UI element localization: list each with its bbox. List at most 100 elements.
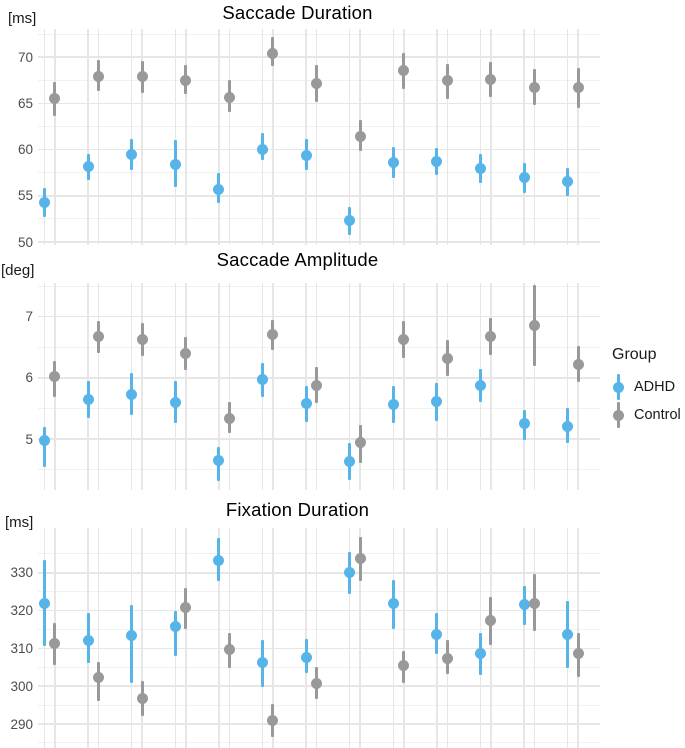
legend-label-control: Control bbox=[634, 407, 681, 423]
data-point-control bbox=[93, 71, 105, 83]
data-point-control bbox=[49, 371, 61, 383]
data-point-control bbox=[529, 597, 541, 609]
data-point-control bbox=[311, 77, 323, 89]
gridline-v bbox=[577, 29, 579, 245]
data-point-control bbox=[398, 64, 410, 76]
data-point-control bbox=[485, 331, 497, 343]
data-point-control bbox=[529, 82, 541, 94]
gridline-v bbox=[436, 29, 438, 245]
gridline-v bbox=[403, 528, 405, 748]
data-point-control bbox=[398, 333, 410, 345]
data-point-adhd bbox=[300, 149, 312, 161]
gridline-v bbox=[348, 283, 351, 490]
gridline-major-h bbox=[38, 609, 600, 612]
gridline-v bbox=[141, 29, 143, 245]
data-point-control bbox=[572, 82, 584, 94]
gridline-v bbox=[533, 528, 536, 748]
data-point-control bbox=[354, 552, 366, 564]
gridline-v bbox=[87, 29, 89, 245]
data-point-control bbox=[398, 659, 410, 671]
gridline-v bbox=[218, 528, 220, 748]
gridline-v bbox=[43, 283, 46, 490]
data-point-adhd bbox=[38, 435, 50, 447]
gridline-minor-h bbox=[38, 285, 600, 287]
error-bar-adhd bbox=[42, 426, 46, 467]
gridline-v bbox=[141, 283, 143, 490]
gridline-minor-h bbox=[38, 407, 600, 409]
gridline-major-h bbox=[38, 241, 600, 243]
data-point-adhd bbox=[82, 393, 94, 405]
y-axis-unit-deg: [deg] bbox=[1, 262, 35, 279]
gridline-v bbox=[490, 283, 492, 490]
data-point-control bbox=[354, 131, 366, 143]
gridline-major-h bbox=[38, 56, 600, 58]
data-point-adhd bbox=[562, 176, 574, 188]
y-tick-label: 50 bbox=[17, 234, 33, 250]
data-point-adhd bbox=[344, 455, 356, 467]
gridline-v bbox=[272, 528, 274, 748]
data-point-adhd bbox=[213, 183, 225, 195]
data-point-adhd bbox=[126, 148, 138, 160]
error-bar-adhd bbox=[130, 604, 134, 684]
gridline-v bbox=[392, 29, 394, 245]
data-point-adhd bbox=[474, 379, 486, 391]
data-point-adhd bbox=[474, 648, 486, 660]
y-tick-label: 300 bbox=[10, 678, 33, 694]
control-point-icon bbox=[612, 401, 624, 429]
adhd-dot-glyph bbox=[612, 381, 624, 393]
gridline-v bbox=[54, 29, 56, 245]
data-point-control bbox=[180, 602, 192, 614]
gridline-v bbox=[228, 29, 231, 245]
data-point-control bbox=[441, 74, 453, 86]
gridline-minor-h bbox=[38, 218, 600, 220]
gridline-v bbox=[97, 528, 100, 748]
gridline-v bbox=[533, 283, 536, 490]
data-point-control bbox=[180, 74, 192, 86]
gridline-v bbox=[577, 283, 579, 490]
data-point-control bbox=[311, 678, 323, 690]
data-point-adhd bbox=[518, 418, 530, 430]
gridline-minor-h bbox=[38, 591, 600, 593]
data-point-adhd bbox=[387, 157, 399, 169]
gridline-v bbox=[566, 29, 569, 245]
gridline-v bbox=[523, 528, 525, 748]
y-tick-label: 70 bbox=[17, 49, 33, 65]
gridline-v bbox=[359, 283, 361, 490]
data-point-adhd bbox=[344, 215, 356, 227]
data-point-adhd bbox=[387, 398, 399, 410]
control-dot-glyph bbox=[612, 409, 624, 421]
data-point-adhd bbox=[518, 599, 530, 611]
gridline-major-h bbox=[38, 647, 600, 650]
gridline-minor-h bbox=[38, 553, 600, 555]
adhd-point-icon bbox=[612, 373, 624, 401]
gridline-minor-h bbox=[38, 469, 600, 471]
gridline-v bbox=[261, 528, 264, 748]
data-point-control bbox=[441, 653, 453, 665]
y-tick-label: 55 bbox=[17, 188, 33, 204]
gridline-v bbox=[446, 29, 449, 245]
gridline-v bbox=[43, 29, 46, 245]
data-point-control bbox=[267, 714, 279, 726]
data-point-adhd bbox=[126, 389, 138, 401]
data-point-control bbox=[441, 352, 453, 364]
data-point-adhd bbox=[256, 374, 268, 386]
y-tick-label: 290 bbox=[10, 716, 33, 732]
gridline-v bbox=[403, 283, 405, 490]
gridline-v bbox=[228, 283, 231, 490]
data-point-control bbox=[49, 638, 61, 650]
data-point-adhd bbox=[474, 162, 486, 174]
gridline-v bbox=[523, 29, 525, 245]
data-point-control bbox=[267, 329, 279, 341]
data-point-control bbox=[93, 672, 105, 683]
gridline-minor-h bbox=[38, 346, 600, 348]
gridline-v bbox=[130, 29, 133, 245]
data-point-adhd bbox=[387, 598, 399, 610]
gridline-v bbox=[305, 528, 307, 748]
gridline-major-h bbox=[38, 102, 600, 105]
gridline-v bbox=[348, 528, 351, 748]
data-point-adhd bbox=[256, 144, 268, 156]
y-tick-label: 320 bbox=[10, 603, 33, 619]
gridline-v bbox=[446, 283, 449, 490]
data-point-control bbox=[572, 647, 584, 659]
gridline-minor-h bbox=[38, 172, 600, 174]
